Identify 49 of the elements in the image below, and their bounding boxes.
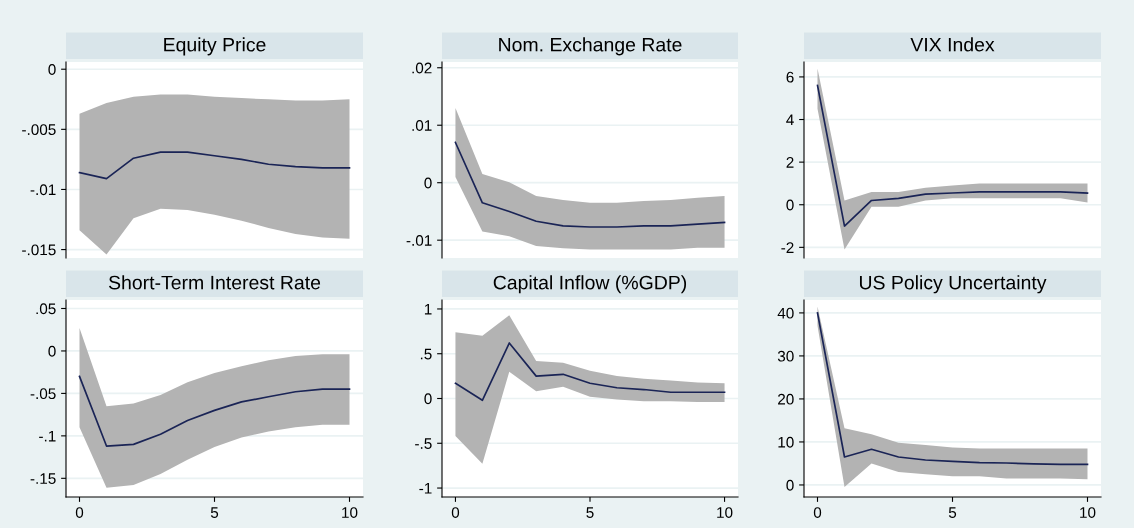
x-tick-label: 5 bbox=[586, 507, 594, 518]
y-tick-label: 4 bbox=[786, 114, 794, 126]
line-series bbox=[78, 151, 351, 180]
y-tick-label: .05 bbox=[36, 303, 56, 315]
y-tick-label: 10 bbox=[778, 436, 794, 448]
y-tick-label: -.015 bbox=[22, 244, 56, 256]
y-tick-label: 1 bbox=[424, 303, 432, 315]
y-tick-label: -.15 bbox=[30, 473, 56, 485]
y-tick-label: 0 bbox=[786, 479, 794, 491]
y-tick-label: -.05 bbox=[30, 388, 56, 400]
x-tick-label: 5 bbox=[948, 507, 957, 518]
chart-title: US Policy Uncertainty bbox=[859, 275, 1047, 294]
y-tick-label: -.01 bbox=[406, 235, 432, 246]
line-series bbox=[454, 342, 726, 402]
chart-title: Nom. Exchange Rate bbox=[499, 37, 682, 56]
x-tick-label: 5 bbox=[210, 507, 219, 518]
line-series bbox=[816, 84, 1089, 227]
y-tick-label: .5 bbox=[420, 348, 432, 360]
y-tick-label: -.5 bbox=[415, 438, 432, 449]
x-tick-label: 10 bbox=[717, 507, 733, 518]
x-tick-label: 0 bbox=[451, 507, 460, 518]
chart-title: Capital Inflow (%GDP) bbox=[493, 275, 687, 294]
y-tick-label: -1 bbox=[419, 483, 432, 494]
y-tick-label: 0 bbox=[424, 393, 432, 405]
y-tick-label: 40 bbox=[777, 307, 794, 319]
y-tick-label: 0 bbox=[48, 345, 56, 357]
y-tick-label: 20 bbox=[778, 393, 794, 405]
chart-title: VIX Index bbox=[910, 37, 995, 52]
line-series bbox=[454, 141, 726, 228]
y-tick-label: .01 bbox=[412, 120, 432, 131]
y-tick-label: 6 bbox=[786, 71, 794, 83]
y-tick-label: 2 bbox=[786, 157, 794, 168]
y-tick-label: -.01 bbox=[30, 184, 56, 196]
x-tick-label: 10 bbox=[1080, 507, 1096, 518]
y-tick-label: 0 bbox=[48, 64, 56, 75]
y-tick-label: 0 bbox=[424, 177, 432, 189]
chart-title: Equity Price bbox=[164, 37, 266, 56]
y-tick-label: 30 bbox=[777, 350, 794, 362]
y-tick-label: 0 bbox=[786, 199, 794, 211]
y-tick-label: -2 bbox=[781, 242, 794, 253]
x-tick-label: 10 bbox=[342, 507, 358, 518]
x-tick-label: 0 bbox=[75, 507, 84, 518]
x-tick-label: 0 bbox=[813, 507, 822, 518]
y-tick-label: .02 bbox=[412, 62, 432, 74]
chart-title: Short-Term Interest Rate bbox=[108, 275, 321, 290]
line-series bbox=[816, 312, 1089, 466]
y-tick-label: -.005 bbox=[22, 124, 56, 136]
line-series bbox=[78, 375, 351, 447]
y-tick-label: -.1 bbox=[39, 430, 56, 442]
